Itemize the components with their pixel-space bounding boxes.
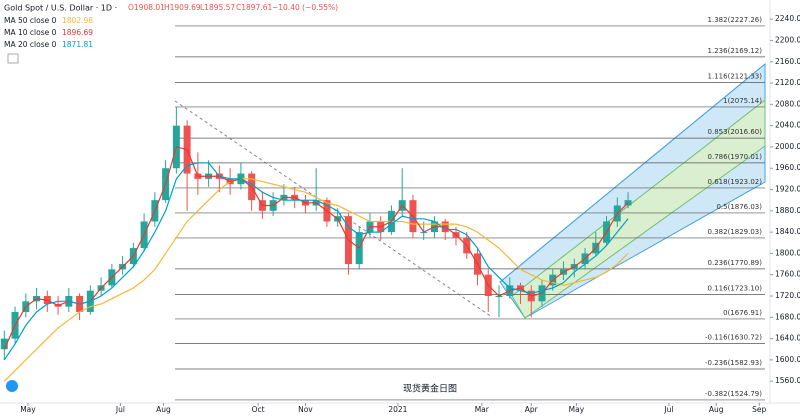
candle-body xyxy=(624,200,632,206)
logo-icon[interactable] xyxy=(6,380,18,392)
ma-line xyxy=(3,162,629,361)
fib-label: 0.618(1923.02) xyxy=(708,178,763,186)
x-tick-label: Mar xyxy=(475,405,490,414)
legend-name: MA 10 close 0 xyxy=(4,28,57,37)
y-tick-label: 2240.00 xyxy=(775,14,800,23)
legend-value: 1802.98 xyxy=(62,16,93,25)
x-tick-label: Apr xyxy=(525,405,539,414)
x-tick-label: 2021 xyxy=(388,405,407,414)
x-tick-label: May xyxy=(569,405,585,414)
ma-line xyxy=(3,146,629,350)
fib-label: 1.116(2121.33) xyxy=(708,72,763,80)
fib-trendline xyxy=(174,100,493,318)
x-tick-label: Nov xyxy=(298,405,313,414)
ohlc-value: −10.40 (−0.55%) xyxy=(272,3,338,12)
fib-label: 0.116(1723.10) xyxy=(708,284,763,292)
y-tick-label: 1840.00 xyxy=(775,227,800,236)
fib-label: -0.116(1630.72) xyxy=(705,334,762,342)
y-tick-label: 2160.00 xyxy=(775,57,800,66)
fib-label: 0.382(1829.03) xyxy=(708,228,763,236)
x-tick-label: Aug xyxy=(156,405,171,414)
y-tick-label: 2120.00 xyxy=(775,78,800,87)
y-tick-label: 1920.00 xyxy=(775,185,800,194)
y-tick-label: 1880.00 xyxy=(775,206,800,215)
y-tick-label: 1560.00 xyxy=(775,376,800,385)
x-tick-label: Aug xyxy=(709,405,724,414)
x-tick-label: Oct xyxy=(252,405,265,414)
ma-line xyxy=(3,178,629,382)
fib-label: 1.382(2227.26) xyxy=(708,16,763,24)
fib-label: 0.5(1876.03) xyxy=(716,203,762,211)
chart-title: Gold Spot / U.S. Dollar · 1D · xyxy=(4,4,117,13)
fib-label: 1(2075.14) xyxy=(723,97,762,105)
ohlc-value: L1895.57 xyxy=(200,3,235,12)
y-tick-label: 1760.00 xyxy=(775,270,800,279)
y-tick-label: 2040.00 xyxy=(775,121,800,130)
legend-value: 1871.81 xyxy=(62,40,93,49)
collapse-button[interactable] xyxy=(7,53,19,64)
legend-name: MA 20 close 0 xyxy=(4,40,57,49)
fib-label: 0.236(1770.89) xyxy=(708,259,763,267)
channel-inner xyxy=(511,98,766,319)
legend-value: 1896.69 xyxy=(62,28,93,37)
ohlc-value: H1909.69 xyxy=(164,3,201,12)
x-tick-label: Sep xyxy=(752,405,766,414)
y-tick-label: 1680.00 xyxy=(775,312,800,321)
ohlc-value: C1897.61 xyxy=(236,3,272,12)
y-tick-label: 1800.00 xyxy=(775,248,800,257)
channel-edge xyxy=(499,63,766,283)
legend-name: MA 50 close 0 xyxy=(4,16,57,25)
y-tick-label: 2200.00 xyxy=(775,35,800,44)
fib-label: 0(1676.91) xyxy=(723,309,762,317)
y-tick-label: 2080.00 xyxy=(775,99,800,108)
ohlc-value: O1908.01 xyxy=(128,3,165,12)
plot: 2240.00 2200.00 2160.00 2120.00 2080.00 2040.… xyxy=(0,14,800,414)
x-tick-label: May xyxy=(20,405,36,414)
fib-label: 1.236(2169.12) xyxy=(708,47,763,55)
y-tick-label: 1600.00 xyxy=(775,355,800,364)
watermark: 现货黄金日图 xyxy=(403,383,457,395)
fib-label: 0.853(2016.60) xyxy=(708,128,763,136)
fib-label: 0.786(1970.01) xyxy=(708,153,763,161)
x-tick-label: Jul xyxy=(115,405,125,414)
y-tick-label: 1640.00 xyxy=(775,334,800,343)
fib-label: -0.236(1582.93) xyxy=(705,359,762,367)
y-tick-label: 1960.00 xyxy=(775,163,800,172)
fib-label: -0.382(1524.79) xyxy=(705,390,762,398)
y-tick-label: 1720.00 xyxy=(775,291,800,300)
candle-body xyxy=(0,338,8,350)
x-tick-label: Jul xyxy=(663,405,673,414)
y-tick-label: 2000.00 xyxy=(775,142,800,151)
